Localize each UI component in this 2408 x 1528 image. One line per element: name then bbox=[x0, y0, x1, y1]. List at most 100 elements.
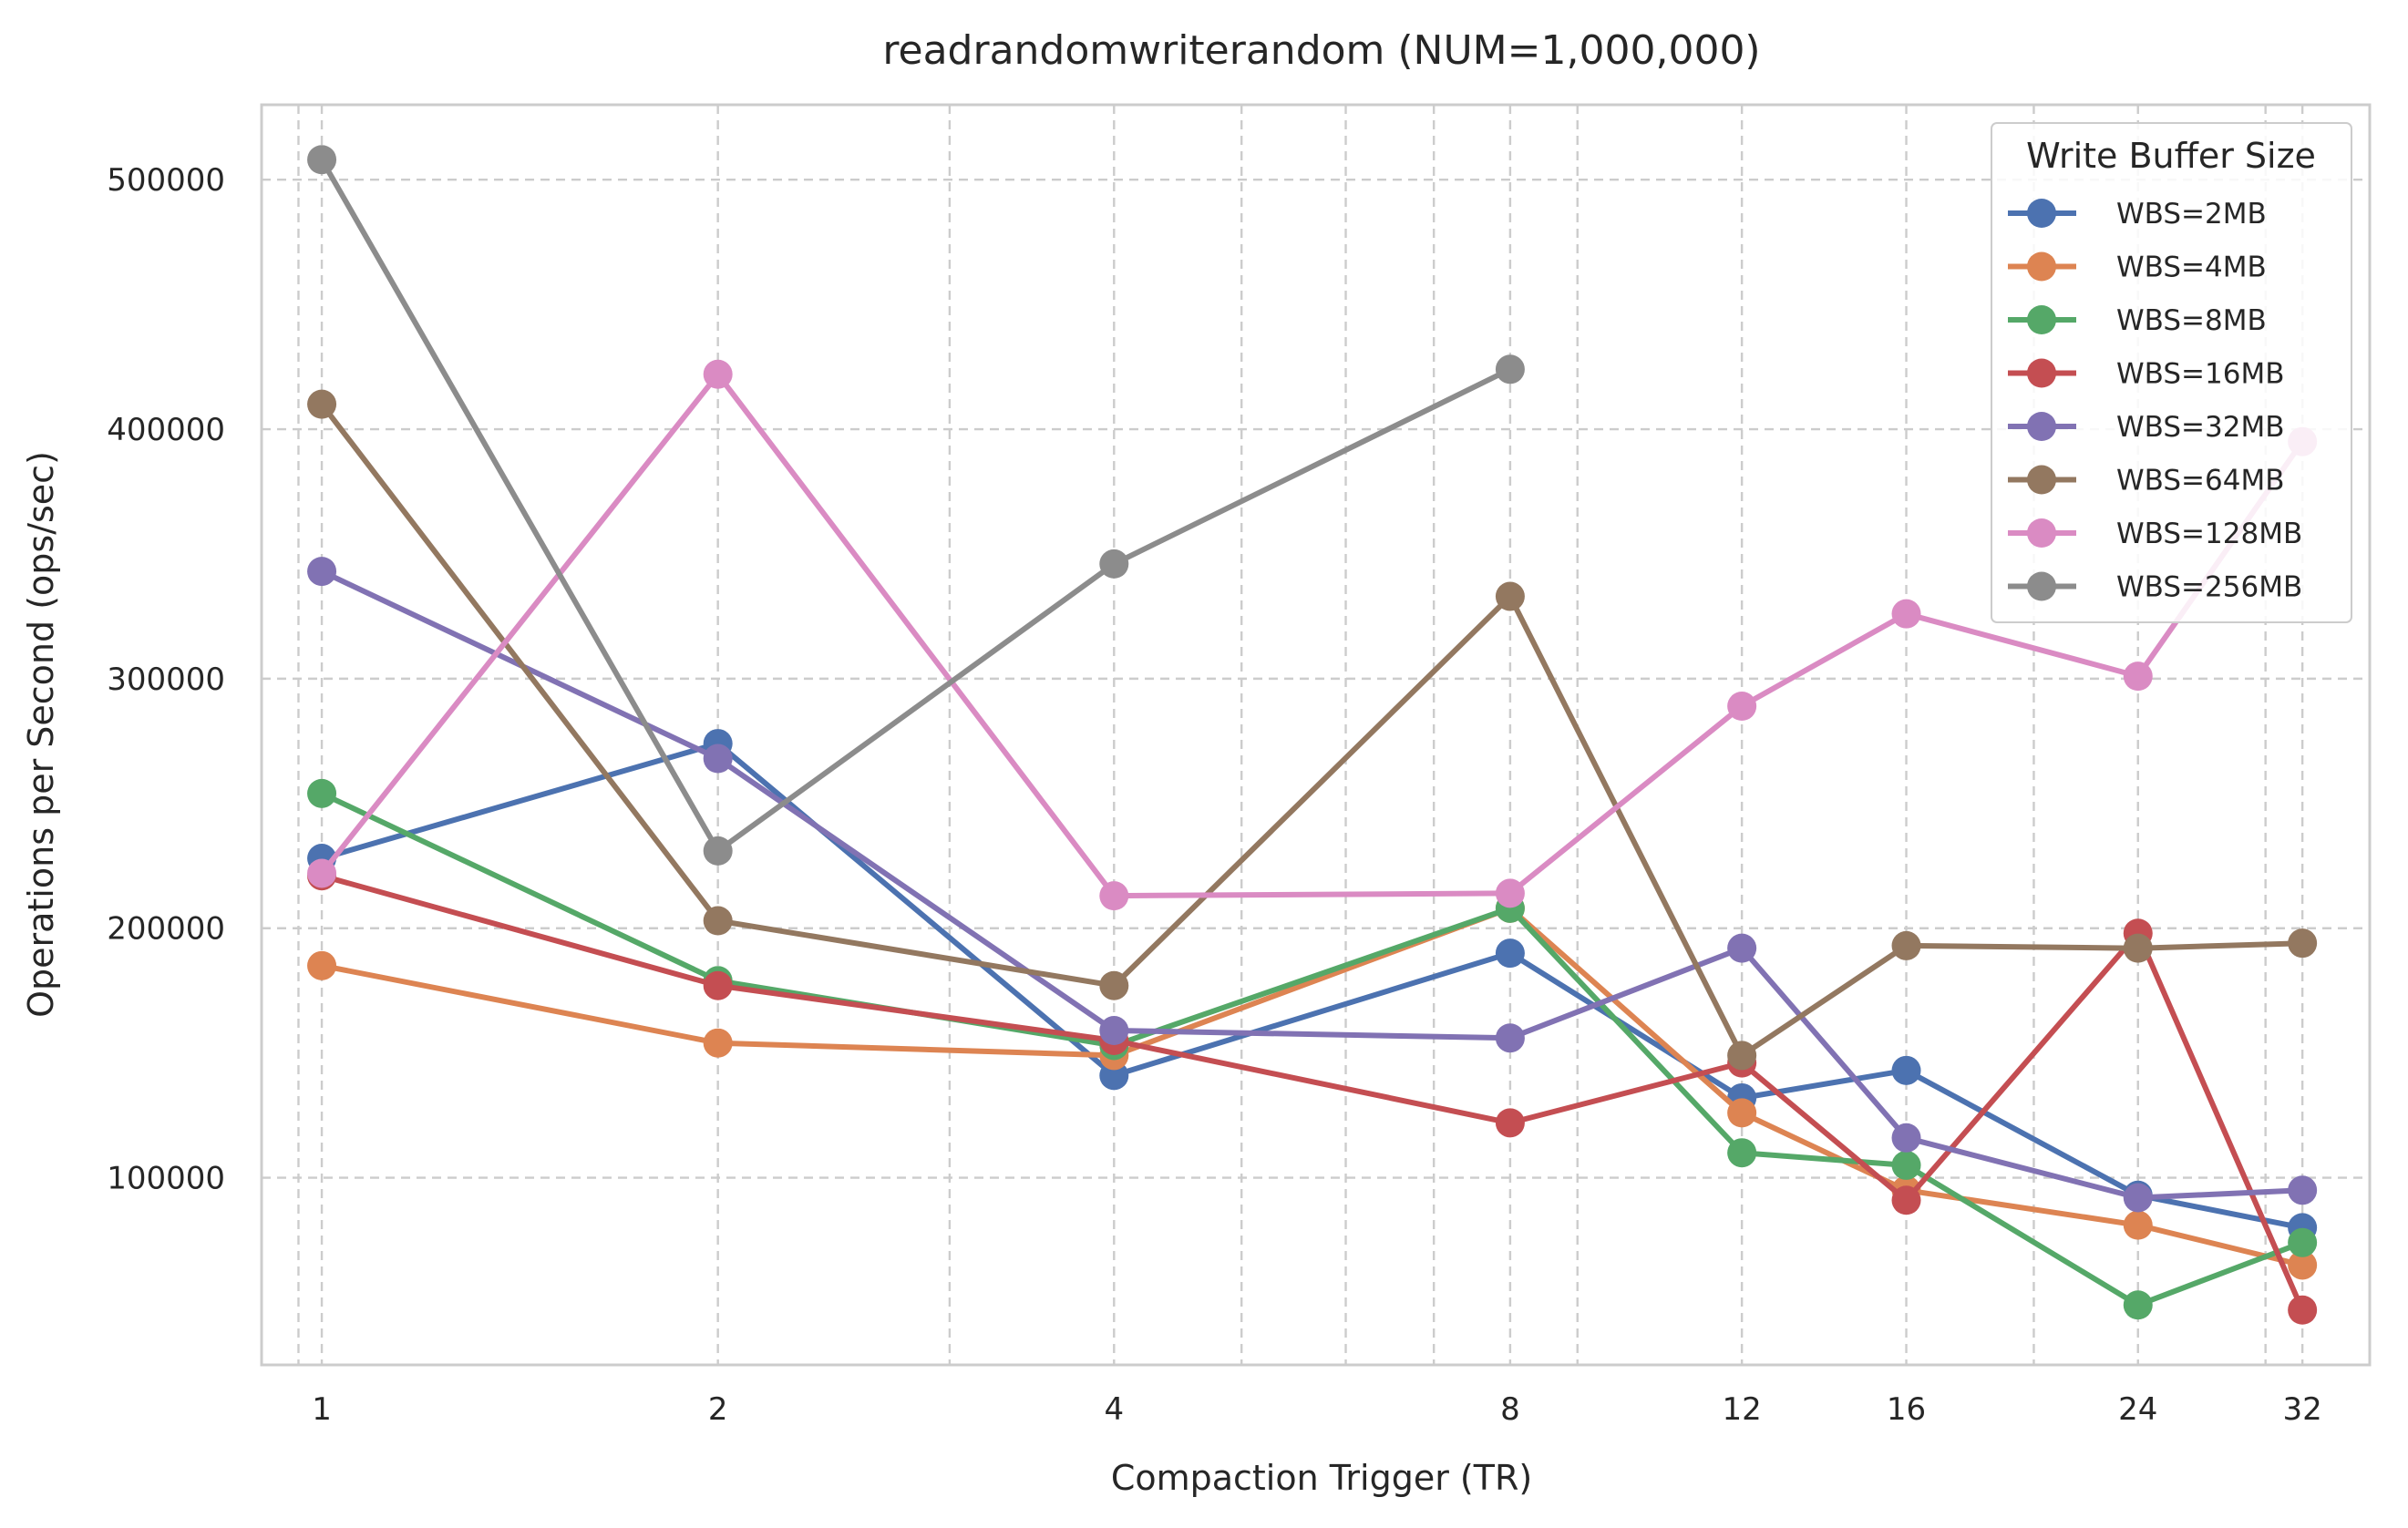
series-line bbox=[319, 157, 1513, 854]
data-point bbox=[1727, 1138, 1757, 1168]
legend: Write Buffer Size WBS=2MBWBS=4MBWBS=8MBW… bbox=[1991, 122, 2352, 623]
series-line bbox=[319, 741, 2306, 1231]
x-axis-label: Compaction Trigger (TR) bbox=[1111, 1458, 1532, 1498]
legend-title: Write Buffer Size bbox=[2026, 136, 2316, 176]
data-point bbox=[1891, 1123, 1921, 1153]
series-layer bbox=[307, 145, 2318, 1325]
data-point bbox=[1495, 878, 1525, 908]
legend-label: WBS=32MB bbox=[2116, 411, 2285, 444]
legend-swatch-marker bbox=[2027, 412, 2056, 441]
data-point bbox=[1891, 1150, 1921, 1180]
legend-label: WBS=128MB bbox=[2116, 518, 2302, 550]
data-point bbox=[1495, 938, 1525, 969]
data-point bbox=[703, 836, 733, 866]
legend-swatch-marker bbox=[2027, 251, 2056, 282]
legend-entry: WBS=256MB bbox=[2008, 571, 2302, 604]
legend-swatch-marker bbox=[2027, 571, 2056, 601]
x-tick-label: 8 bbox=[1500, 1391, 1520, 1428]
series-wbs-256mb bbox=[307, 145, 1525, 866]
series-line bbox=[319, 873, 2306, 1313]
data-point bbox=[2288, 928, 2318, 959]
data-point bbox=[703, 743, 733, 774]
data-point bbox=[2123, 933, 2153, 963]
data-point bbox=[307, 389, 337, 419]
data-point bbox=[1891, 1185, 1921, 1215]
legend-label: WBS=8MB bbox=[2116, 304, 2267, 337]
data-point bbox=[2123, 1290, 2153, 1320]
data-point bbox=[2288, 1175, 2318, 1205]
tick-labels: 1 2 4 8 12 16 24 321000002000003000004000005000… bbox=[107, 162, 2322, 1428]
legend-entry: WBS=2MB bbox=[2008, 198, 2267, 231]
legend-entry: WBS=16MB bbox=[2008, 358, 2285, 391]
data-point bbox=[1727, 933, 1757, 963]
legend-entry: WBS=32MB bbox=[2008, 411, 2285, 444]
chart-title: readrandomwriterandom (NUM=1,000,000) bbox=[882, 27, 1760, 74]
data-point bbox=[1727, 1098, 1757, 1128]
legend-label: WBS=64MB bbox=[2116, 465, 2285, 497]
data-point bbox=[2123, 661, 2153, 692]
data-point bbox=[1495, 1108, 1525, 1138]
legend-label: WBS=4MB bbox=[2116, 251, 2267, 284]
y-tick-label: 400000 bbox=[107, 412, 225, 448]
data-point bbox=[2288, 1295, 2318, 1325]
data-point bbox=[307, 145, 337, 175]
series-line bbox=[319, 401, 2306, 1059]
data-point bbox=[1099, 1061, 1129, 1091]
legend-swatch-marker bbox=[2027, 465, 2056, 495]
legend-swatch-marker bbox=[2027, 518, 2056, 548]
x-tick-label: 2 bbox=[708, 1391, 728, 1428]
data-point bbox=[703, 359, 733, 389]
legend-items: WBS=2MB WBS=4MB WBS=8MB WBS=16MB WBS=32MB WBS… bbox=[2008, 198, 2302, 604]
data-point bbox=[1099, 549, 1129, 579]
x-tick-label: 24 bbox=[2118, 1391, 2157, 1428]
data-point bbox=[1891, 599, 1921, 629]
data-point bbox=[1099, 1016, 1129, 1046]
x-tick-label: 4 bbox=[1104, 1391, 1124, 1428]
data-point bbox=[1891, 930, 1921, 960]
data-point bbox=[703, 970, 733, 1000]
y-tick-label: 200000 bbox=[107, 911, 225, 948]
series-line bbox=[319, 905, 2306, 1268]
data-point bbox=[2288, 1250, 2318, 1280]
data-point bbox=[307, 778, 337, 808]
legend-box bbox=[1991, 122, 2352, 623]
x-tick-label: 12 bbox=[1723, 1391, 1762, 1428]
data-point bbox=[307, 858, 337, 888]
legend-swatch-marker bbox=[2027, 305, 2056, 334]
data-point bbox=[1495, 1023, 1525, 1053]
data-point bbox=[2123, 1210, 2153, 1240]
series-line bbox=[319, 371, 2306, 899]
data-point bbox=[307, 557, 337, 587]
data-point bbox=[307, 950, 337, 980]
series-wbs-64mb bbox=[307, 389, 2318, 1071]
data-point bbox=[703, 1028, 733, 1058]
data-point bbox=[2288, 1227, 2318, 1257]
legend-entry: WBS=64MB bbox=[2008, 465, 2285, 497]
legend-entry: WBS=4MB bbox=[2008, 251, 2267, 284]
y-tick-label: 100000 bbox=[107, 1161, 225, 1197]
data-point bbox=[1891, 1055, 1921, 1085]
y-axis-label: Operations per Second (ops/sec) bbox=[21, 451, 61, 1018]
legend-entry: WBS=128MB bbox=[2008, 518, 2302, 550]
data-point bbox=[1099, 881, 1129, 911]
legend-label: WBS=2MB bbox=[2116, 198, 2267, 231]
y-tick-label: 500000 bbox=[107, 162, 225, 199]
data-point bbox=[703, 906, 733, 936]
legend-swatch-marker bbox=[2027, 358, 2056, 388]
x-tick-label: 32 bbox=[2283, 1391, 2322, 1428]
data-point bbox=[1099, 970, 1129, 1000]
legend-label: WBS=256MB bbox=[2116, 571, 2302, 604]
data-point bbox=[2123, 1183, 2153, 1213]
y-tick-label: 300000 bbox=[107, 661, 225, 698]
plot-frame bbox=[260, 103, 2372, 1367]
x-tick-label: 1 bbox=[312, 1391, 332, 1428]
x-tick-label: 16 bbox=[1887, 1391, 1926, 1428]
legend-swatch-marker bbox=[2027, 199, 2056, 228]
data-point bbox=[1495, 354, 1525, 385]
data-point bbox=[1495, 581, 1525, 611]
data-point bbox=[1727, 692, 1757, 722]
legend-label: WBS=16MB bbox=[2116, 358, 2285, 391]
legend-entry: WBS=8MB bbox=[2008, 304, 2267, 337]
data-point bbox=[1727, 1041, 1757, 1071]
